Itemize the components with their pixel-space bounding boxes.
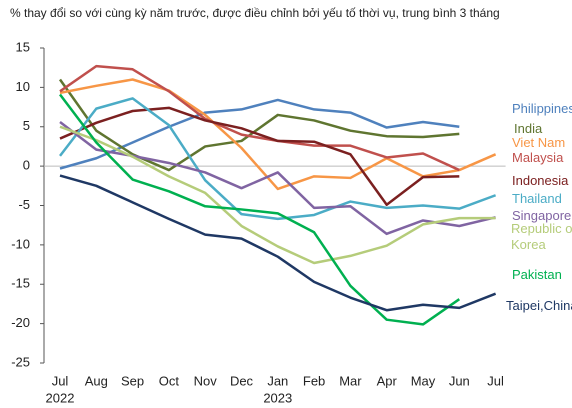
legend-label: Thailand	[512, 191, 562, 206]
x-tick-label: Jan	[267, 373, 288, 388]
y-tick-label: 5	[23, 118, 30, 133]
legend-label: Indonesia	[512, 173, 569, 188]
y-tick-label: 15	[16, 39, 30, 54]
legend-label: Taipei,China	[506, 298, 572, 313]
legend-label: Republic of Korea	[511, 221, 572, 252]
x-year-label: 2022	[46, 390, 75, 405]
series-line	[59, 98, 460, 170]
legend-label: Philippines	[512, 101, 572, 116]
x-tick-label: Feb	[303, 373, 325, 388]
y-tick-label: -10	[11, 236, 30, 251]
series-line	[59, 97, 497, 221]
x-year-label: 2023	[263, 390, 292, 405]
y-tick-label: -20	[11, 315, 30, 330]
legend-label: Pakistan	[512, 267, 562, 282]
series-line	[59, 64, 460, 172]
x-tick-label: Mar	[339, 373, 362, 388]
x-tick-label: Jun	[449, 373, 470, 388]
x-tick-label: Oct	[159, 373, 180, 388]
x-tick-label: Jul	[487, 373, 504, 388]
series-line	[59, 93, 461, 326]
x-tick-label: Nov	[194, 373, 218, 388]
series-line	[59, 125, 496, 265]
x-tick-label: May	[411, 373, 436, 388]
x-tick-label: Apr	[377, 373, 398, 388]
y-tick-label: -25	[11, 354, 30, 369]
legend-label: Viet Nam	[512, 135, 566, 150]
x-tick-label: Jul	[52, 373, 69, 388]
y-tick-label: -5	[18, 197, 30, 212]
y-tick-label: 0	[23, 158, 30, 173]
chart-title: % thay đổi so với cùng kỳ năm trước, đượ…	[10, 6, 500, 20]
x-tick-label: Dec	[230, 373, 254, 388]
series-line	[59, 174, 497, 312]
y-tick-label: 10	[16, 79, 30, 94]
legend-label: India	[514, 121, 543, 136]
series-line	[58, 78, 460, 172]
y-tick-label: -15	[11, 276, 30, 291]
legend-label: Singapore	[512, 208, 572, 223]
x-tick-label: Sep	[121, 373, 144, 388]
x-tick-label: Aug	[85, 373, 108, 388]
legend-label: Malaysia	[512, 150, 564, 165]
series-line	[59, 106, 460, 206]
